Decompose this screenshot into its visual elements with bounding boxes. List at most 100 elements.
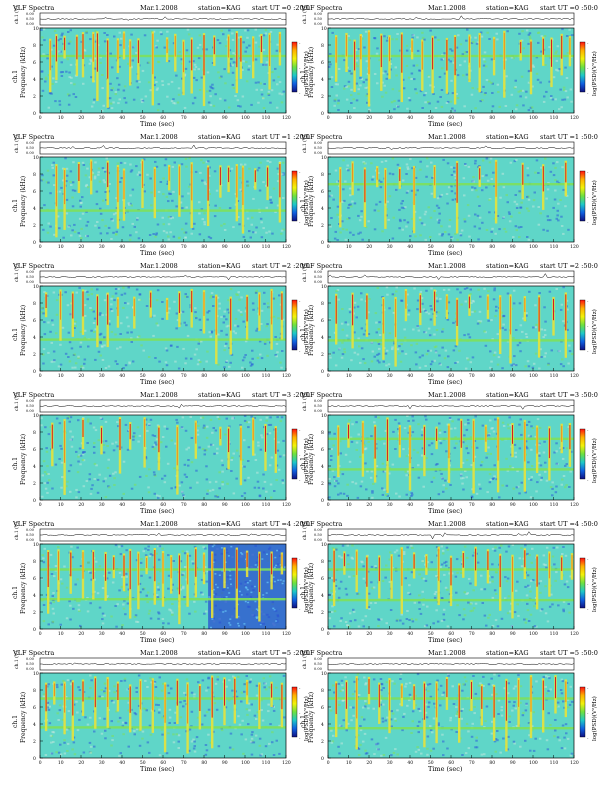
spectrogram-cell bbox=[513, 355, 516, 358]
spectrogram-cell bbox=[157, 711, 161, 714]
spectrogram-cell bbox=[488, 211, 491, 214]
spectrogram-cell bbox=[386, 494, 389, 497]
spectrogram-cell bbox=[455, 442, 458, 445]
spectrogram-cell bbox=[462, 177, 466, 180]
spectrogram-cell bbox=[435, 297, 438, 300]
spectrogram-cell bbox=[129, 234, 132, 237]
spectrogram-cell bbox=[448, 417, 452, 419]
spectrogram-cell bbox=[526, 602, 529, 605]
colorbar-tick-label: - bbox=[299, 557, 301, 562]
spectrogram-cell bbox=[519, 350, 522, 353]
waveform-tick-label: 0.00 bbox=[314, 667, 322, 671]
spectrogram-cell bbox=[378, 361, 381, 364]
spectrogram-cell bbox=[227, 324, 230, 327]
burst-core bbox=[446, 296, 448, 310]
spectrogram-cell bbox=[473, 455, 477, 458]
spectrogram-cell bbox=[518, 557, 522, 560]
spectrogram-cell bbox=[99, 207, 102, 210]
spectrogram-cell bbox=[64, 352, 68, 355]
spectrogram-cell bbox=[500, 617, 504, 620]
spectrogram-cell bbox=[543, 306, 546, 309]
spectrogram-cell bbox=[457, 34, 460, 37]
spectrogram-cell bbox=[47, 222, 50, 225]
spectrogram-cell bbox=[89, 422, 92, 425]
spectrogram-cell bbox=[131, 360, 135, 363]
spectrogram-cell bbox=[70, 82, 73, 85]
spectrogram-cell bbox=[446, 625, 450, 628]
spectrogram-cell bbox=[348, 311, 352, 314]
spectrogram-cell bbox=[206, 350, 209, 353]
spectrogram-cell bbox=[195, 79, 198, 82]
spectrogram-cell bbox=[184, 293, 187, 296]
spectrogram-cell bbox=[184, 362, 187, 365]
spectrogram-cell bbox=[145, 305, 149, 307]
spectrogram-cell bbox=[280, 229, 284, 232]
spectrogram-cell bbox=[453, 446, 457, 449]
spectrogram-cell bbox=[561, 478, 564, 481]
y-tick-label: 0 bbox=[33, 498, 36, 504]
spectrogram-cell bbox=[214, 682, 218, 685]
spectrogram-cell bbox=[216, 39, 220, 42]
spectrogram-cell bbox=[398, 352, 401, 355]
burst-core bbox=[166, 39, 168, 53]
spectrogram-cell bbox=[255, 616, 258, 618]
spectrogram-cell bbox=[340, 556, 343, 559]
spectrogram-cell bbox=[80, 40, 83, 43]
spectrogram-cell bbox=[455, 558, 459, 561]
burst-core bbox=[199, 686, 201, 711]
spectrogram-cell bbox=[221, 470, 224, 473]
spectrogram-cell bbox=[350, 359, 353, 362]
spectrogram-cell bbox=[502, 425, 506, 427]
burst-core bbox=[191, 39, 193, 71]
waveform-tick-label: 0.00 bbox=[26, 667, 34, 671]
spectrogram-cell bbox=[514, 451, 517, 454]
spectrogram-cell bbox=[534, 171, 537, 174]
spectrogram-cell bbox=[436, 620, 440, 623]
spectrogram-cell bbox=[501, 327, 504, 330]
burst-core bbox=[246, 681, 248, 696]
spectrogram-cell bbox=[46, 57, 49, 60]
spectrogram-cell bbox=[157, 704, 160, 706]
x-tick-label: 50 bbox=[140, 115, 146, 121]
spectrogram-cell bbox=[488, 80, 491, 83]
waveform-tick-label: 0.00 bbox=[314, 141, 322, 145]
spectrogram-cell bbox=[269, 723, 272, 726]
spectrogram-cell bbox=[216, 296, 220, 299]
spectrogram-cell bbox=[206, 71, 210, 74]
spectrogram-cell bbox=[149, 617, 153, 620]
spectrogram-cell bbox=[260, 236, 264, 239]
spectrogram-cell bbox=[477, 166, 480, 168]
spectrogram-cell bbox=[167, 732, 170, 735]
spectrogram-cell bbox=[259, 623, 262, 626]
spectrogram-cell bbox=[120, 680, 123, 682]
spectrogram-cell bbox=[211, 431, 214, 434]
spectrogram-cell bbox=[99, 61, 102, 64]
spectrogram-cell bbox=[328, 432, 331, 435]
spectrogram-cell bbox=[486, 452, 489, 455]
spectrogram-cell bbox=[152, 30, 156, 33]
burst-core bbox=[92, 33, 94, 62]
spectrogram-cell bbox=[544, 320, 547, 323]
spectrogram-cell bbox=[79, 330, 83, 333]
spectrogram-cell bbox=[81, 196, 84, 199]
spectrogram-cell bbox=[538, 443, 541, 446]
spectrogram-cell bbox=[416, 49, 420, 52]
spectrogram-cell bbox=[538, 454, 541, 457]
spectrogram-cell bbox=[86, 298, 89, 301]
spectrogram-cell bbox=[515, 329, 518, 331]
spectrogram-cell bbox=[365, 94, 368, 97]
burst-core bbox=[380, 35, 382, 68]
spectrogram-cell bbox=[42, 362, 45, 365]
burst-core bbox=[510, 296, 511, 335]
spectrogram-cell bbox=[454, 575, 458, 578]
waveform-label: ch.1 (V) bbox=[13, 6, 20, 24]
waveform-tick-label: 0.00 bbox=[26, 151, 34, 155]
spectrogram-cell bbox=[102, 199, 105, 202]
spectrogram-cell bbox=[142, 550, 145, 553]
spectrogram-cell bbox=[66, 304, 70, 307]
spectrogram-cell bbox=[87, 561, 90, 564]
spectrogram-cell bbox=[104, 496, 108, 499]
spectrogram-cell bbox=[421, 302, 424, 305]
y-tick-label: 10 bbox=[321, 26, 327, 32]
spectrogram-cell bbox=[147, 545, 150, 548]
